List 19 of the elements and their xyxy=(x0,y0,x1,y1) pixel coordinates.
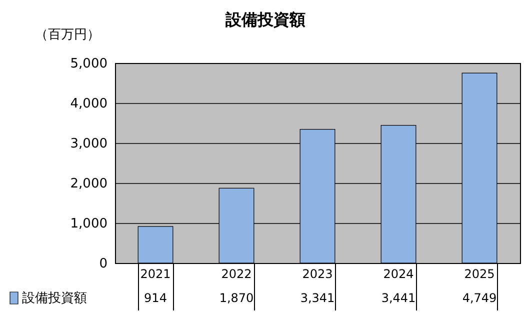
legend-label: 設備投資額 xyxy=(22,291,87,306)
x-tick-label: 2023 xyxy=(302,267,333,281)
y-tick-label: 2,000 xyxy=(70,176,108,192)
y-tick-label: 4,000 xyxy=(70,96,108,112)
x-tick-label: 2021 xyxy=(140,267,171,281)
y-tick-label: 5,000 xyxy=(70,56,108,72)
x-tick-label: 2025 xyxy=(464,267,495,281)
x-tick-label: 2024 xyxy=(383,267,414,281)
y-tick-label: 3,000 xyxy=(70,136,108,152)
data-label: 3,441 xyxy=(381,291,416,305)
chart-title: 設備投資額 xyxy=(224,10,306,29)
data-label: 4,749 xyxy=(462,291,497,305)
y-tick-label: 1,000 xyxy=(70,216,108,232)
data-label: 1,870 xyxy=(219,291,254,305)
data-label: 914 xyxy=(144,291,167,305)
x-tick-label: 2022 xyxy=(221,267,252,281)
data-label: 3,341 xyxy=(300,291,335,305)
y-axis-title: （百万円） xyxy=(35,28,100,42)
y-tick-label: 0 xyxy=(99,256,108,272)
